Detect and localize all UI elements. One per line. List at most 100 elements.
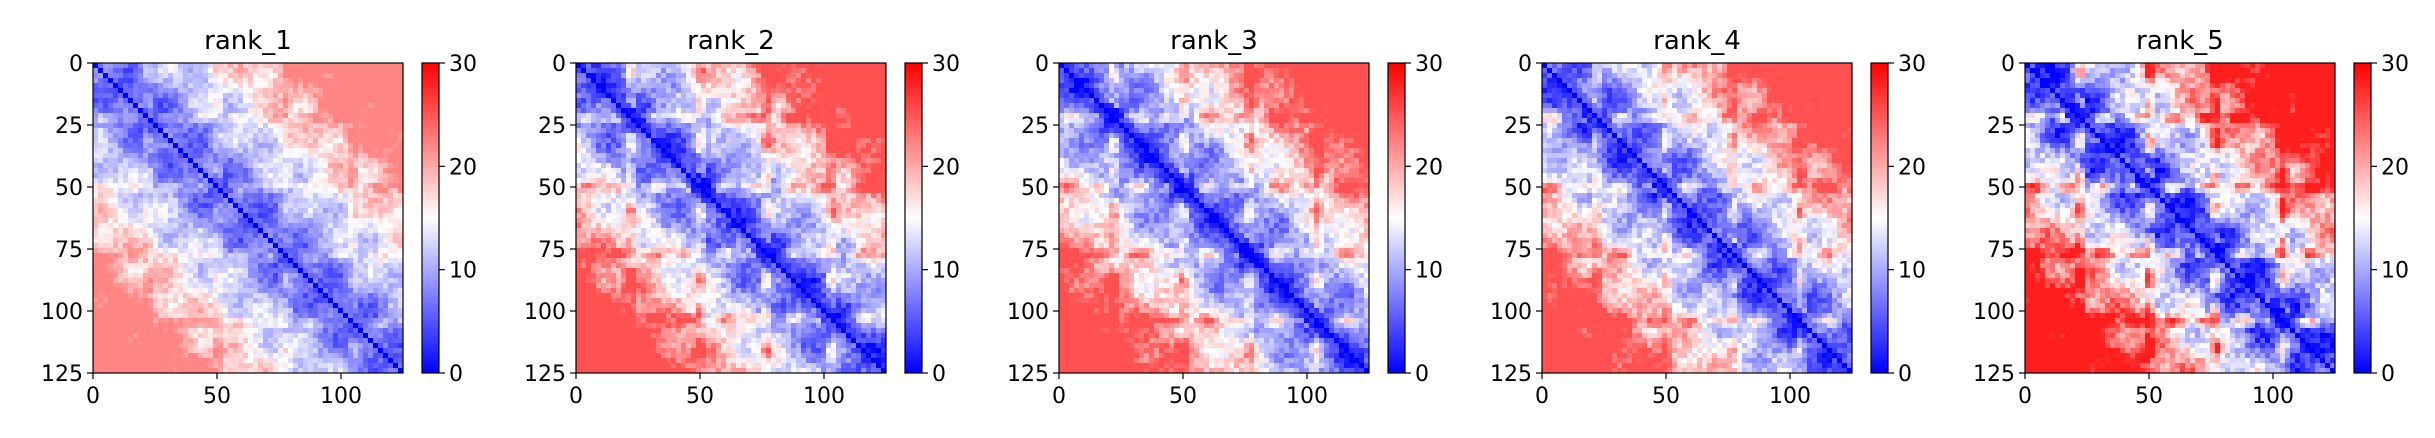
heatmap-cell — [576, 98, 582, 104]
heatmap-cell — [373, 353, 379, 359]
heatmap-cell — [263, 298, 269, 304]
heatmap-cell — [283, 253, 289, 259]
heatmap-cell — [238, 123, 244, 129]
heatmap-cell — [108, 218, 114, 224]
heatmap-cell — [621, 78, 627, 84]
heatmap-cell — [288, 78, 294, 84]
heatmap-cell — [323, 228, 329, 234]
heatmap-cell — [846, 63, 852, 69]
heatmap-cell — [766, 68, 772, 74]
heatmap-cell — [263, 193, 269, 199]
heatmap-cell — [288, 298, 294, 304]
heatmap-cell — [148, 313, 154, 319]
heatmap-cell — [248, 148, 254, 154]
heatmap-cell — [288, 118, 294, 124]
heatmap-cell — [223, 148, 229, 154]
heatmap-cell — [128, 288, 134, 294]
heatmap-cell — [263, 118, 269, 124]
heatmap-cell — [133, 283, 139, 289]
heatmap-cell — [616, 133, 622, 139]
heatmap-cell — [586, 143, 592, 149]
heatmap-cell — [801, 113, 807, 119]
heatmap-cell — [133, 308, 139, 314]
heatmap-cell — [333, 323, 339, 329]
heatmap-cell — [781, 113, 787, 119]
heatmap-cell — [153, 363, 159, 369]
heatmap-cell — [138, 363, 144, 369]
heatmap-cell — [183, 368, 189, 374]
heatmap-cell — [851, 108, 857, 114]
heatmap-cell — [93, 313, 99, 319]
heatmap-cell — [656, 108, 662, 114]
heatmap-cell — [636, 83, 642, 89]
heatmap-cell — [681, 133, 687, 139]
heatmap-cell — [343, 323, 349, 329]
heatmap-cell — [711, 83, 717, 89]
heatmap-cell — [303, 243, 309, 249]
heatmap-cell — [223, 193, 229, 199]
heatmap-cell — [591, 123, 597, 129]
heatmap-cell — [333, 143, 339, 149]
heatmap-cell — [113, 253, 119, 259]
heatmap-cell — [646, 88, 652, 94]
heatmap-cell — [631, 123, 637, 129]
heatmap-cell — [93, 233, 99, 239]
heatmap-cell — [313, 228, 319, 234]
heatmap-cell — [258, 103, 264, 109]
heatmap-cell — [208, 148, 214, 154]
heatmap-cell — [358, 83, 364, 89]
heatmap-cell — [676, 103, 682, 109]
heatmap-cell — [118, 308, 124, 314]
heatmap-cell — [163, 238, 169, 244]
heatmap-cell — [298, 63, 304, 69]
heatmap-cell — [398, 363, 404, 369]
heatmap-cell — [253, 238, 259, 244]
heatmap-cell — [328, 78, 334, 84]
heatmap-cell — [128, 298, 134, 304]
heatmap-cell — [626, 73, 632, 79]
x-tick-label: 50 — [203, 384, 231, 409]
heatmap-cell — [168, 263, 174, 269]
heatmap-cell — [303, 228, 309, 234]
heatmap-cell — [676, 73, 682, 79]
heatmap-cell — [123, 228, 129, 234]
heatmap-cell — [143, 173, 149, 179]
heatmap-cell — [606, 133, 612, 139]
heatmap-cell — [108, 348, 114, 354]
heatmap-cell — [706, 83, 712, 89]
heatmap-cell — [238, 213, 244, 219]
heatmap-cell — [93, 128, 99, 134]
heatmap-cell — [283, 63, 289, 69]
heatmap-cell — [258, 353, 264, 359]
heatmap-cell — [836, 123, 842, 129]
heatmap-cell — [163, 123, 169, 129]
heatmap-cell — [218, 73, 224, 79]
heatmap-cell — [373, 253, 379, 259]
heatmap-cell — [168, 278, 174, 284]
heatmap-cell — [243, 163, 249, 169]
heatmap-cell — [253, 218, 259, 224]
heatmap-cell — [343, 308, 349, 314]
heatmap-cell — [258, 208, 264, 214]
heatmap-cell — [178, 118, 184, 124]
heatmap-cell — [596, 128, 602, 134]
heatmap-cell — [308, 173, 314, 179]
heatmap-cell — [223, 253, 229, 259]
heatmap-cell — [378, 228, 384, 234]
heatmap-cell — [138, 98, 144, 104]
heatmap-cell — [153, 163, 159, 169]
heatmap-cell — [856, 68, 862, 74]
heatmap-cell — [856, 143, 862, 149]
heatmap-cell — [223, 93, 229, 99]
heatmap-cell — [771, 143, 777, 149]
heatmap-cell — [348, 313, 354, 319]
heatmap-cell — [706, 73, 712, 79]
heatmap-cell — [343, 83, 349, 89]
heatmap-cell — [826, 73, 832, 79]
heatmap-cell — [263, 268, 269, 274]
heatmap-cell — [661, 73, 667, 79]
heatmap-cell — [138, 203, 144, 209]
heatmap-cell — [353, 208, 359, 214]
heatmap-cell — [726, 78, 732, 84]
heatmap-cell — [616, 103, 622, 109]
